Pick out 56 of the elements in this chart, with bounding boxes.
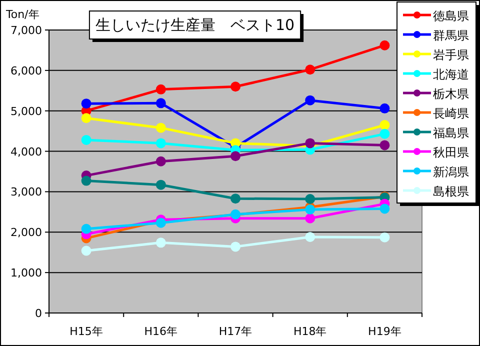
y-tick-label: 1,000 bbox=[10, 266, 42, 280]
point bbox=[380, 140, 390, 150]
point bbox=[81, 176, 92, 186]
legend-label: 秋田県 bbox=[433, 146, 469, 160]
x-tick-label: H16年 bbox=[144, 325, 178, 338]
point bbox=[305, 213, 316, 224]
point bbox=[81, 113, 92, 124]
point bbox=[305, 204, 316, 215]
point bbox=[380, 204, 390, 214]
y-axis-title: Ton/年 bbox=[5, 8, 40, 21]
point bbox=[81, 224, 92, 234]
point bbox=[230, 242, 240, 252]
y-tick-label: 3,000 bbox=[10, 186, 42, 199]
point bbox=[156, 156, 166, 166]
point bbox=[81, 134, 92, 145]
point bbox=[156, 138, 166, 148]
point bbox=[380, 232, 390, 242]
legend-label: 北海道 bbox=[433, 68, 469, 82]
legend-label: 新潟県 bbox=[433, 165, 469, 179]
point bbox=[380, 40, 390, 50]
y-tick-label: 7,000 bbox=[10, 24, 42, 37]
point bbox=[305, 194, 316, 204]
point bbox=[156, 238, 166, 248]
y-tick-label: 4,000 bbox=[10, 145, 42, 158]
point bbox=[81, 246, 92, 256]
point bbox=[380, 128, 390, 139]
point bbox=[81, 98, 92, 109]
point bbox=[380, 103, 390, 114]
legend-label: 福島県 bbox=[433, 126, 469, 140]
legend-label: 岩手県 bbox=[433, 48, 469, 62]
point bbox=[156, 180, 166, 190]
point bbox=[156, 84, 166, 94]
point bbox=[156, 98, 166, 108]
legend-label: 徳島県 bbox=[433, 9, 469, 23]
legend-label: 島根県 bbox=[433, 184, 469, 198]
x-tick-label: H19年 bbox=[368, 325, 402, 338]
legend-label: 群馬県 bbox=[433, 28, 469, 42]
point bbox=[230, 151, 240, 162]
y-tick-label: 2,000 bbox=[10, 226, 42, 240]
y-tick-label: 0 bbox=[35, 307, 42, 320]
legend-label: 栃木県 bbox=[433, 87, 469, 101]
point bbox=[230, 194, 240, 204]
point bbox=[305, 138, 316, 148]
point bbox=[305, 95, 316, 106]
x-tick-label: H18年 bbox=[293, 325, 327, 338]
point bbox=[380, 120, 390, 130]
point bbox=[305, 232, 316, 242]
chart-title: 生しいたけ生産量 ベスト10 bbox=[95, 16, 295, 34]
point bbox=[156, 122, 166, 133]
legend-label: 長崎県 bbox=[433, 106, 469, 120]
x-tick-label: H15年 bbox=[70, 325, 103, 338]
x-tick-label: H17年 bbox=[218, 325, 252, 338]
y-tick-label: 5,000 bbox=[10, 104, 42, 118]
y-tick-label: 6,000 bbox=[10, 64, 42, 78]
point bbox=[305, 64, 316, 75]
point bbox=[230, 82, 240, 92]
